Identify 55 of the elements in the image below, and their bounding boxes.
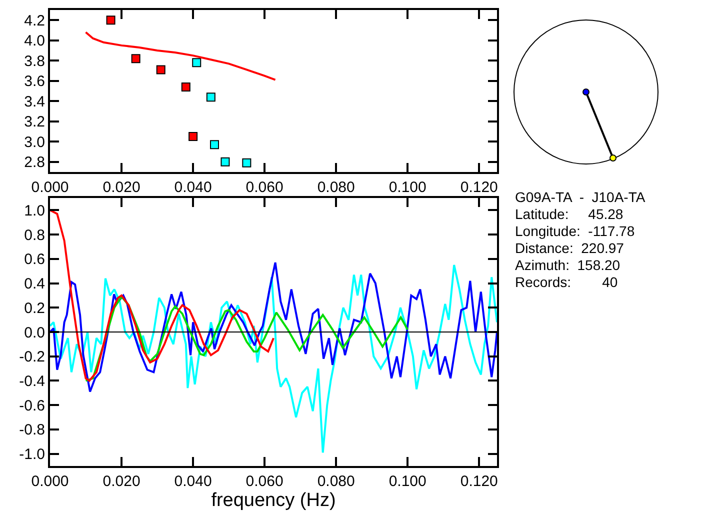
x-tick-label: 0.100 [388,179,426,196]
y-tick-label: 3.0 [24,134,45,151]
y-tick-label: 3.6 [24,73,45,90]
point [181,82,190,92]
y-tick-label: 3.8 [24,52,45,70]
x-tick-label: 0.080 [317,179,355,196]
y-tick-label: 0.2 [24,300,45,317]
x-tick-label: 0.020 [102,473,140,490]
x-tick-label: 0.040 [174,473,212,490]
point [156,65,166,74]
line-series [50,262,497,393]
point [220,157,230,166]
point [210,140,219,150]
x-tick-label: 0.040 [174,179,212,196]
point [131,54,140,64]
x-tick-label: 0.060 [246,473,284,490]
y-tick-label: 3.4 [24,93,45,110]
y-tick-label: -0.6 [19,397,45,414]
x-tick-label: 0.100 [388,473,426,490]
y-tick-label: 4.0 [24,32,45,50]
text: G09A-TA - J10A-TA [515,189,646,205]
line-series [84,31,276,81]
line-series [50,264,497,454]
point [188,132,198,142]
point [242,158,252,168]
y-tick-label: 1.0 [24,202,45,220]
x-tick-label: 0.080 [317,473,355,490]
y-tick-label: 0.0 [24,324,45,342]
y-tick-label: 0.6 [24,251,45,268]
x-tick-label: 0.120 [460,473,498,490]
y-tick-label: 3.2 [24,114,45,131]
x-tick-label: 0.060 [246,179,284,196]
line-series [84,296,409,382]
y-tick-label: 0.8 [24,226,45,244]
text: Azimuth: 158.20 [515,257,620,273]
y-tick-label: 0.4 [24,276,45,293]
y-tick-label: -0.2 [19,348,45,366]
y-tick-label: -0.4 [19,372,45,390]
y-tick-label: -0.8 [19,422,45,439]
y-tick-label: 2.8 [24,154,45,172]
y-tick-label: 4.2 [24,12,45,30]
text: Latitude: 45.28 [515,206,624,222]
line-series [50,209,274,382]
x-tick-label: 0.000 [31,473,69,490]
y-tick-label: -1.0 [19,446,45,464]
text: Longitude: -117.78 [515,223,635,239]
point [206,92,216,102]
x-tick-label: 0.000 [31,179,69,196]
point [192,58,202,68]
x-tick-label: 0.120 [460,179,498,196]
x-axis-title: frequency (Hz) [211,490,336,511]
text: Records: 40 [515,274,618,290]
point [106,16,116,25]
x-tick-label: 0.020 [102,179,140,196]
text: Distance: 220.97 [515,240,624,256]
